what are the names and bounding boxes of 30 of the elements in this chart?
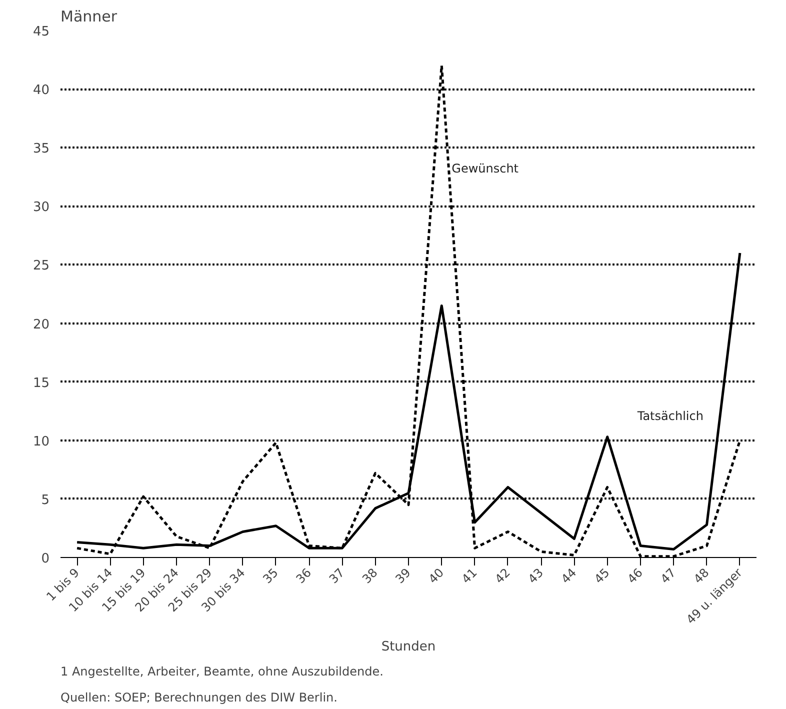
- x-tick-label: 44: [558, 566, 580, 586]
- x-tick-label: 35: [260, 566, 281, 586]
- y-tick-label: 40: [32, 83, 50, 98]
- y-tick-label: 35: [32, 142, 50, 157]
- y-tick-label: 45: [32, 24, 50, 40]
- y-tick-label: 0: [41, 552, 50, 566]
- source-note: Quellen: SOEP; Berechnungen des DIW Berlin.: [60, 690, 338, 704]
- series-label: Gewünscht: [452, 162, 519, 176]
- series-label: Tatsächlich: [636, 408, 704, 423]
- x-tick-label: 47: [658, 566, 679, 586]
- y-tick-label: 15: [32, 376, 50, 391]
- x-tick-label: 39: [392, 566, 414, 586]
- y-tick-label: 25: [32, 258, 50, 274]
- y-tick-label: 20: [32, 317, 50, 332]
- x-tick-label: 37: [326, 566, 348, 586]
- x-tick-label: 38: [360, 566, 380, 586]
- x-tick-label: 36: [293, 566, 314, 586]
- x-tick-label: 45: [592, 566, 612, 586]
- x-axis-title: Stunden: [381, 640, 436, 655]
- x-tick-label: 43: [525, 566, 546, 586]
- x-tick-label: 48: [691, 566, 712, 586]
- chart-title: Männer: [60, 8, 118, 26]
- x-tick-label: 40: [426, 566, 447, 586]
- x-tick-label: 41: [459, 566, 480, 586]
- text: 1 Angestellte, Arbeiter, Beamte, ohne Auszubildende.: [60, 664, 384, 678]
- y-tick-label: 5: [41, 492, 50, 508]
- y-tick-label: 30: [32, 200, 50, 216]
- y-tick-label: 10: [32, 434, 50, 450]
- x-tick-label: 46: [624, 566, 646, 586]
- x-tick-label: 42: [492, 566, 513, 586]
